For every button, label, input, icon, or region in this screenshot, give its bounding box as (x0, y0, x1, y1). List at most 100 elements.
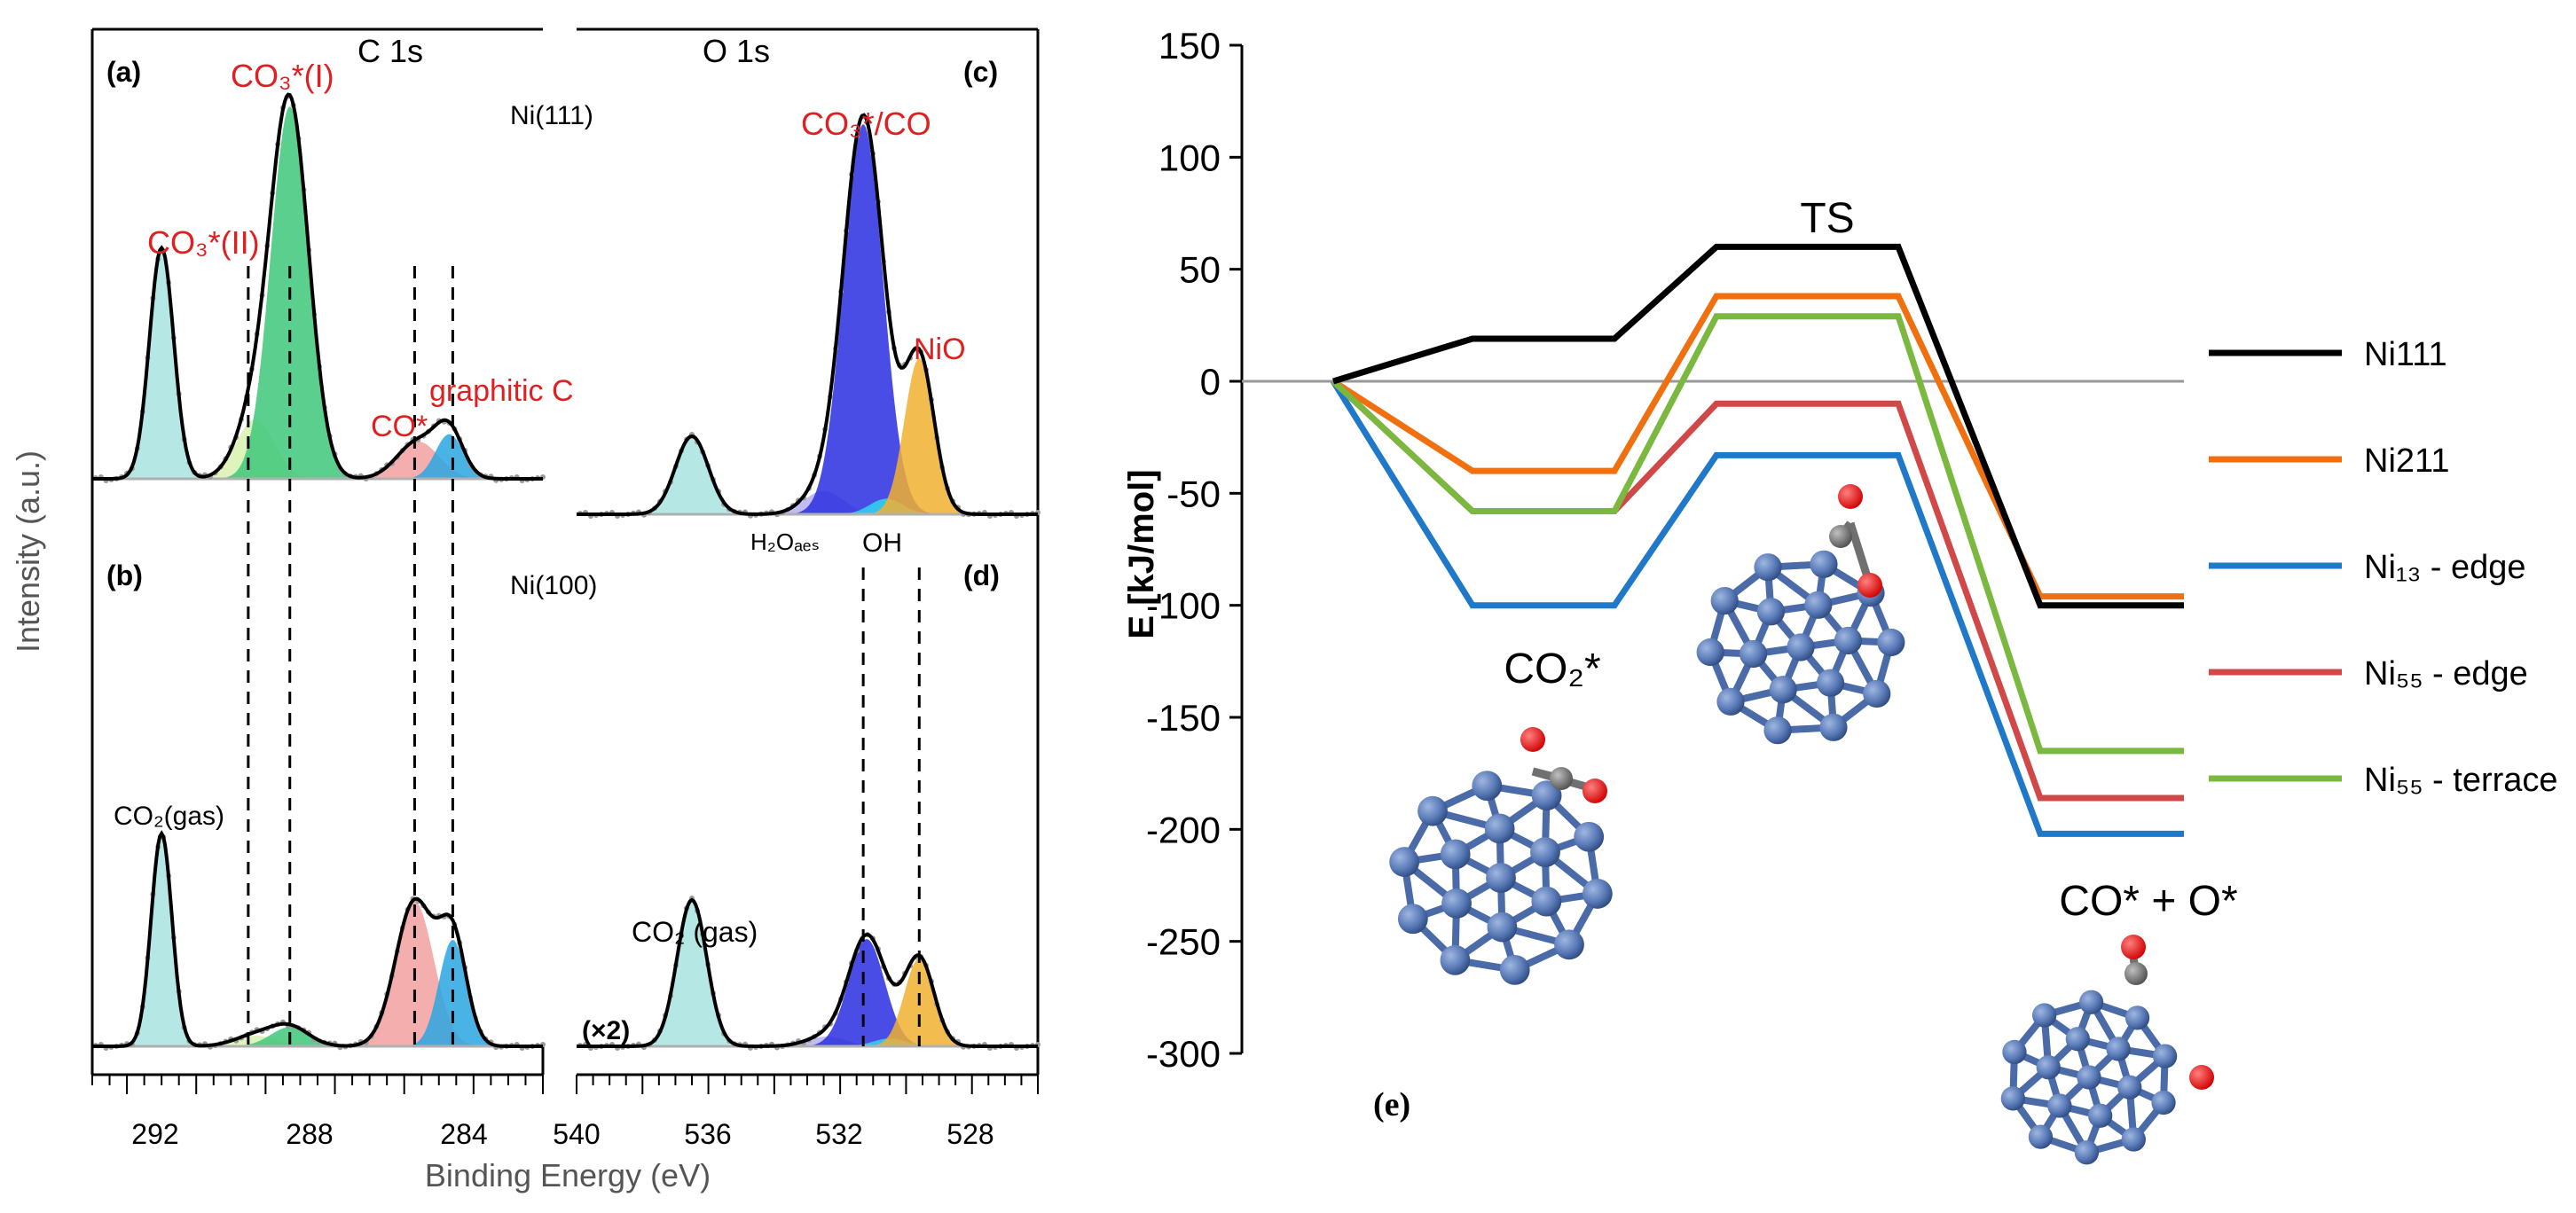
ni-atom (1863, 679, 1891, 708)
xps-c1s-panel (92, 92, 546, 1051)
oxygen-atom (1583, 779, 1607, 803)
peak-label-graphitic-c: graphitic C (429, 374, 574, 408)
energy-y-tick-label: -200 (1146, 809, 1221, 850)
o1s-header: O 1s (703, 33, 770, 69)
energy-y-axis-label: E [kJ/mol] (1122, 469, 1161, 638)
energy-y-tick-label: -150 (1146, 697, 1221, 739)
ni-atom (1787, 633, 1815, 661)
xps-y-axis-label: Intensity (a.u.) (10, 450, 46, 653)
spectrum-d-envelope (577, 897, 1038, 1048)
xps-x-axis-label: Binding Energy (eV) (425, 1157, 711, 1193)
surface-ni111-label: Ni(111) (510, 101, 593, 130)
scale-note-d: (×2) (582, 1016, 630, 1045)
energy-y-tick-label: -50 (1166, 473, 1221, 514)
ni-atom (1531, 780, 1562, 811)
ni-atom (2032, 1003, 2057, 1028)
ni-atom (1574, 821, 1605, 852)
ni-atom (1763, 716, 1792, 745)
ni-atom (2153, 1044, 2178, 1068)
o1s-tick-label-540: 540 (553, 1118, 600, 1150)
panel-e-label: (e) (1373, 1086, 1410, 1123)
peak-label-co3-co: CO₃*/CO (801, 106, 931, 142)
o1s-tick-label-536: 536 (684, 1118, 731, 1150)
energy-y-tick-label: -100 (1146, 585, 1221, 627)
o1s-tick-label-532: 532 (815, 1118, 862, 1150)
ni-atom (2078, 990, 2104, 1014)
ni-atom (1440, 839, 1471, 870)
energy-series-ni55-terrace (1331, 313, 2184, 755)
surface-ni100-label: Ni(100) (510, 571, 597, 600)
spectrum-a-peak-co3-i- (92, 106, 543, 479)
ni-atom (2065, 1027, 2091, 1052)
c1s-tick-label-288: 288 (286, 1118, 333, 1150)
ni-atom (1554, 929, 1584, 960)
energy-series-ni211 (1331, 293, 2184, 600)
ni-atom (2036, 1055, 2061, 1080)
ni-atom (1834, 626, 1863, 655)
ni-atom (2124, 1006, 2150, 1030)
energy-y-tick-label: 150 (1158, 25, 1221, 67)
energy-y-tick-label: -250 (1146, 921, 1221, 963)
spectrum-b-peak-co- (92, 901, 543, 1046)
ni-atom (1696, 638, 1724, 667)
ni-atom (2117, 1075, 2142, 1100)
ni-atom (1754, 553, 1782, 582)
legend-label-ni13-edge: Ni₁₃ - edge (2364, 549, 2526, 586)
cluster-transition-state (1696, 484, 1905, 745)
ni-atom (2002, 1039, 2027, 1065)
oxygen-atom (1838, 484, 1863, 509)
spectrum-a-envelope (92, 92, 543, 481)
cluster-co2-adsorbed (1389, 727, 1613, 985)
cluster-co-plus-o (2000, 935, 2214, 1165)
spectrum-b-peak-graphitic-c (92, 940, 543, 1046)
peak-label-co3-i: CO₃*(I) (231, 58, 334, 94)
oxygen-atom (2121, 935, 2146, 959)
c1s-header: C 1s (357, 33, 423, 69)
state-label-ts: TS (1800, 195, 1854, 242)
xps-x-ticks (91, 1075, 1039, 1094)
ni-atom (1397, 904, 1428, 935)
energy-legend (2209, 349, 2342, 782)
ni-atom (1531, 886, 1562, 917)
energy-diagram-panel: 150 100 50 0 -50 -100 -150 -200 -250 -300 (1146, 25, 2184, 1075)
legend-label-ni55-terrace: Ni₅₅ - terrace (2364, 762, 2558, 799)
carbon-atom (2124, 962, 2148, 985)
energy-y-tick-label: 50 (1179, 249, 1221, 291)
ni-atom (1472, 771, 1503, 801)
legend-label-ni55-edge: Ni₅₅ - edge (2364, 655, 2528, 693)
energy-series-ni13-edge (1331, 380, 2184, 837)
peak-label-co3-ii: CO₃*(II) (147, 224, 260, 261)
annotation-oh: OH (862, 528, 902, 558)
ni-atom (1769, 676, 1797, 704)
spectrum-c-peak-co3-co (577, 124, 1038, 515)
spectrum-c-peak-co2-gas- (577, 436, 1038, 514)
carbon-atom (1550, 767, 1573, 790)
subpanel-a-label: (a) (106, 56, 141, 88)
state-label-final: CO* + O* (2059, 878, 2237, 925)
ni-atom (1484, 813, 1515, 844)
annotation-h2o-ads: H₂Oₐₑₛ (750, 528, 820, 555)
ni-atom (1389, 847, 1420, 877)
ni-atom (1819, 713, 1848, 741)
ni-atom (1487, 912, 1518, 943)
ni-atom (2151, 1090, 2176, 1115)
ni-atom (2106, 1037, 2131, 1061)
spectrum-d-peak-co2-gas- (577, 900, 1038, 1046)
ni-atom (2074, 1140, 2100, 1165)
ni-atom (1804, 591, 1833, 619)
ni-atom (2121, 1127, 2146, 1152)
c1s-tick-label-284: 284 (440, 1118, 487, 1150)
carbon-atom (1829, 525, 1852, 548)
oxygen-atom (1520, 727, 1545, 752)
ni-atom (1486, 863, 1516, 893)
spectrum-a-peak-graphitic-c (92, 434, 543, 479)
ni-atom (2087, 1103, 2113, 1128)
c1s-tick-label-292: 292 (131, 1118, 178, 1150)
ni-atom (1716, 687, 1745, 716)
spectrum-c-peak-h2oads (577, 490, 1038, 514)
peak-label-co: CO* (371, 410, 428, 443)
ni-atom (1756, 598, 1786, 626)
cluster-illustrations (1389, 484, 2214, 1165)
state-label-co2: CO₂* (1504, 646, 1600, 693)
ni-atom (1530, 837, 1560, 867)
